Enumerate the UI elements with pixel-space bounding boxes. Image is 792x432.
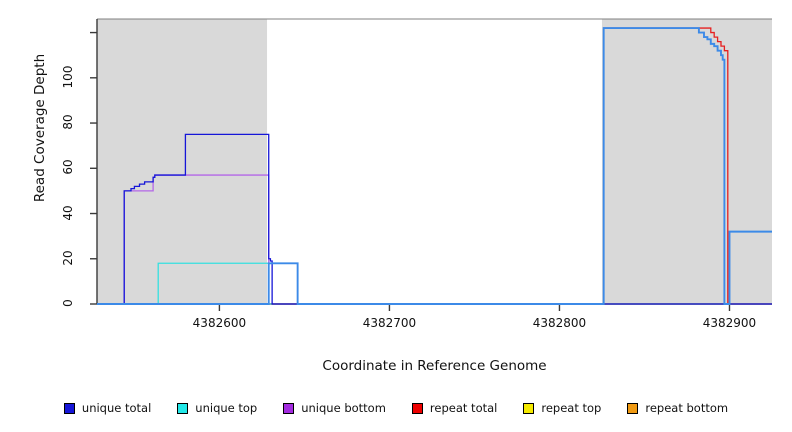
- shaded-region: [97, 19, 268, 304]
- legend-label: unique bottom: [301, 401, 386, 415]
- legend-label: repeat bottom: [645, 401, 729, 415]
- x-tick-label: 4382900: [702, 316, 757, 330]
- legend-swatch-icon: [177, 402, 189, 414]
- legend-swatch-icon: [627, 402, 639, 414]
- legend-label: unique top: [195, 401, 258, 415]
- legend-swatch-icon: [523, 402, 535, 414]
- legend-swatch-icon: [283, 402, 295, 414]
- y-tick-label: 60: [61, 159, 75, 175]
- x-tick-label: 4382600: [192, 316, 247, 330]
- legend-item[interactable]: repeat top: [523, 401, 601, 415]
- shaded-region: [601, 19, 772, 304]
- legend-item[interactable]: repeat total: [411, 401, 498, 415]
- legend-label: repeat total: [429, 401, 498, 415]
- x-tick-label: 4382700: [362, 316, 417, 330]
- y-tick-label: 20: [61, 250, 75, 266]
- legend-label: unique total: [81, 401, 152, 415]
- chart-legend: unique total unique top unique bottom repea…: [0, 398, 792, 418]
- series-unique-total: [97, 133, 772, 305]
- x-tick-label: 4382800: [532, 316, 587, 330]
- legend-item[interactable]: repeat bottom: [627, 401, 728, 415]
- legend-swatch-icon: [63, 402, 75, 414]
- series-coverage-overlay: [97, 27, 772, 305]
- y-tick-label: 40: [61, 204, 75, 221]
- legend-item[interactable]: unique top: [177, 401, 257, 415]
- x-axis-title: Coordinate in Reference Genome: [322, 358, 547, 374]
- legend-swatch-icon: [411, 402, 423, 414]
- legend-label: repeat top: [541, 401, 602, 415]
- y-tick-label: 80: [61, 114, 75, 130]
- y-tick-label: 100: [61, 65, 75, 89]
- legend-item[interactable]: unique bottom: [283, 401, 386, 415]
- y-tick-label: 0: [61, 299, 75, 307]
- legend-item[interactable]: unique total: [63, 401, 152, 415]
